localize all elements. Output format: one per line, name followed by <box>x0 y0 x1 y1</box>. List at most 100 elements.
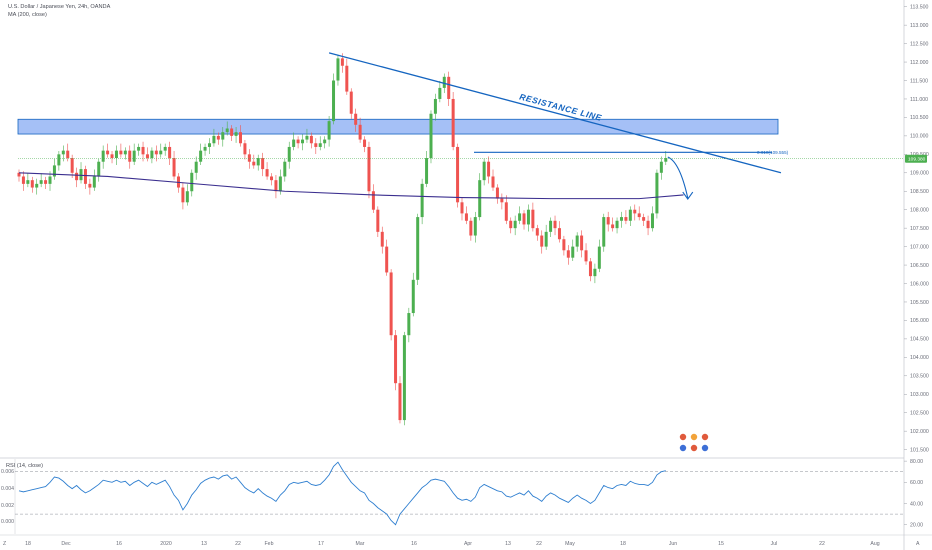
candle-body <box>234 132 238 136</box>
candle-body <box>633 209 637 214</box>
candle-body <box>664 158 668 162</box>
candle-body <box>141 146 145 155</box>
rsi-left-label: 0.004 <box>1 486 14 492</box>
candle-body <box>301 139 305 144</box>
event-flag-icon <box>701 443 710 452</box>
candle-body <box>296 139 300 144</box>
fib-level-label: 0.618(109.555) <box>757 150 789 155</box>
candle-body <box>447 76 451 99</box>
candle-body <box>314 143 318 147</box>
candle-body <box>655 172 659 214</box>
candle-body <box>394 335 398 384</box>
candle-body <box>252 161 256 166</box>
candle-body <box>35 183 39 188</box>
time-axis-label: 22 <box>536 541 542 547</box>
candle-body <box>332 80 336 122</box>
time-axis-label: 16 <box>116 541 122 547</box>
time-axis-label: Apr <box>464 541 472 547</box>
candle-body <box>17 172 21 177</box>
candle-body <box>132 150 136 162</box>
candle-body <box>345 65 349 92</box>
candle-body <box>340 58 344 66</box>
price-axis-label: 102.500 <box>910 411 929 417</box>
rsi-axis-label: 40.00 <box>910 501 923 507</box>
price-axis-label: 110.500 <box>910 115 928 121</box>
candle-body <box>44 180 48 184</box>
down-arrow-annotation[interactable] <box>667 156 694 200</box>
candle-body <box>52 165 56 177</box>
rsi-axis[interactable]: 80.00 60.00 40.00 20.00 <box>904 459 923 529</box>
candle-body <box>473 217 477 236</box>
candle-body <box>429 113 433 159</box>
price-axis-label: 107.000 <box>910 244 929 250</box>
candle-body <box>544 231 548 247</box>
candle-body <box>119 150 123 155</box>
candle-body <box>611 224 615 229</box>
candle-body <box>106 150 110 155</box>
candle-body <box>398 383 402 421</box>
candle-body <box>309 135 313 144</box>
candle-body <box>367 146 371 192</box>
rsi-axis-label: 20.00 <box>910 523 923 529</box>
candle-body <box>482 161 486 181</box>
time-axis[interactable]: 18 Dec 16 2020 13 22 Feb 17 Mar 16 Apr 13 22 May 18 Jun… <box>25 541 880 547</box>
resistance-line[interactable] <box>328 52 782 174</box>
candle-body <box>371 191 375 210</box>
candle-body <box>438 87 442 99</box>
time-axis-label: Dec <box>61 541 71 547</box>
price-axis-label: 107.500 <box>910 226 929 232</box>
price-axis-label: 108.000 <box>910 207 929 213</box>
time-axis-label: 13 <box>505 541 511 547</box>
timezone-button[interactable]: Z <box>3 541 6 547</box>
candle-body <box>628 209 632 221</box>
candle-body <box>323 139 327 144</box>
event-icons[interactable] <box>679 432 710 452</box>
candle-body <box>265 169 269 177</box>
candle-body <box>416 217 420 280</box>
candle-body <box>123 150 127 155</box>
candle-body <box>247 154 251 162</box>
candle-body <box>531 209 535 229</box>
candle-body <box>318 143 322 147</box>
candle-body <box>66 150 70 159</box>
price-axis-label: 108.500 <box>910 189 929 195</box>
candle-body <box>327 121 331 140</box>
time-axis-label: 17 <box>318 541 324 547</box>
time-axis-label: Mar <box>356 541 365 547</box>
candle-body <box>526 209 530 225</box>
candle-body <box>575 235 579 247</box>
candle-body <box>637 213 641 218</box>
candle-body <box>642 217 646 221</box>
candle-body <box>150 150 154 159</box>
candle-body <box>619 217 623 221</box>
candle-body <box>650 213 654 229</box>
candle-body <box>571 246 575 258</box>
candle-body <box>522 213 526 225</box>
resistance-zone[interactable] <box>17 118 779 135</box>
candle-body <box>292 139 296 147</box>
rsi-left-label: 0.006 <box>1 469 14 475</box>
candle-body <box>580 235 584 251</box>
price-axis[interactable]: 113.500 113.000 112.500 112.000 111.500 111.0… <box>904 4 929 453</box>
candle-body <box>659 161 663 173</box>
candle-body <box>70 158 74 173</box>
candle-body <box>110 154 114 159</box>
candle-body <box>478 180 482 218</box>
event-flag-icon <box>679 432 688 441</box>
event-flag-icon <box>690 443 699 452</box>
rsi-pane-grid <box>15 471 904 515</box>
auto-scale-button[interactable]: A <box>916 541 920 547</box>
candle-body <box>540 235 544 247</box>
candle-body <box>615 220 619 229</box>
candle-body <box>114 150 118 159</box>
candle-body <box>487 161 491 177</box>
last-price-tag: 109.380 <box>905 154 927 163</box>
candle-body <box>535 228 539 236</box>
time-axis-label: Aug <box>870 541 879 547</box>
price-axis-label: 105.500 <box>910 300 929 306</box>
price-axis-label: 112.000 <box>910 60 928 66</box>
candle-body <box>212 135 216 144</box>
event-flag-icon <box>679 443 688 452</box>
candle-body <box>92 176 96 188</box>
